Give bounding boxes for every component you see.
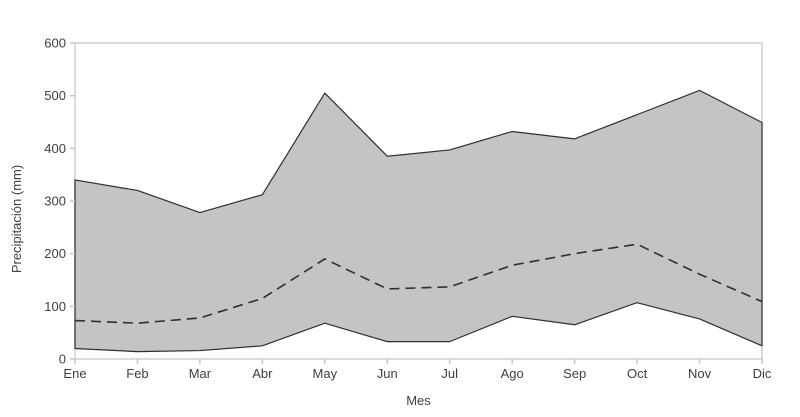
x-axis-title: Mes: [406, 393, 431, 408]
y-axis-title: Precipitación (mm): [9, 165, 24, 273]
mean-precipitation-dashed-line: [74, 243, 763, 324]
y-tick-label: 200: [44, 246, 66, 261]
x-tick-label: Mar: [189, 366, 212, 381]
x-tick-label: Nov: [688, 366, 712, 381]
x-tick-label: Abr: [252, 366, 273, 381]
x-tick-label: Dic: [753, 366, 772, 381]
y-tick-label: 500: [44, 88, 66, 103]
y-tick-label: 600: [44, 36, 66, 51]
y-tick-label: 100: [44, 299, 66, 314]
x-tick-label: Ago: [501, 366, 524, 381]
y-tick-label: 0: [59, 352, 66, 367]
x-tick-label: Jun: [377, 366, 398, 381]
y-tick-label: 400: [44, 141, 66, 156]
x-tick-label: Sep: [563, 366, 586, 381]
x-tick-label: Ene: [63, 366, 86, 381]
y-tick-label: 300: [44, 194, 66, 209]
x-tick-label: Feb: [126, 366, 148, 381]
precipitation-range-band: [74, 89, 763, 353]
x-tick-label: May: [313, 366, 338, 381]
x-tick-label: Jul: [441, 366, 458, 381]
x-tick-label: Oct: [627, 366, 648, 381]
